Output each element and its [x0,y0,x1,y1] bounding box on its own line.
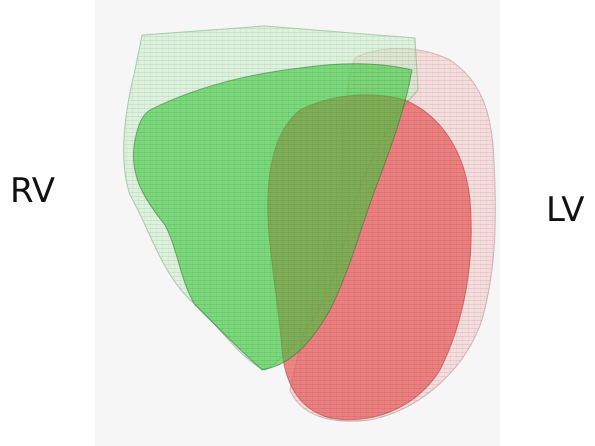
lv-label: LV [546,190,585,230]
rv-label: RV [10,171,56,211]
rv-cavity [133,63,413,371]
